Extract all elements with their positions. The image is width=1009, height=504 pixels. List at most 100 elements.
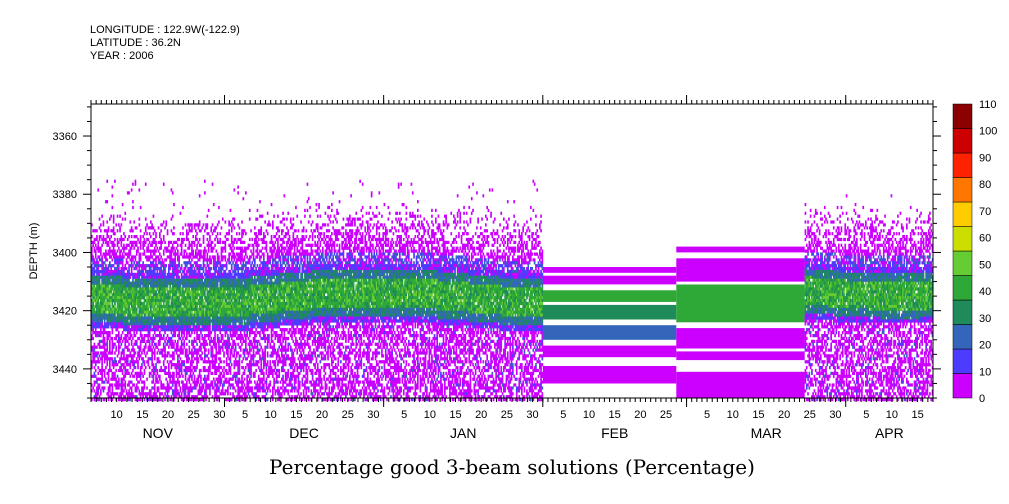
heatmap-cell bbox=[204, 281, 206, 285]
heatmap-cell bbox=[135, 357, 138, 361]
heatmap-cell bbox=[107, 278, 110, 282]
heatmap-cell bbox=[125, 363, 128, 367]
heatmap-cell bbox=[182, 363, 184, 367]
heatmap-cell bbox=[201, 301, 204, 306]
heatmap-cell bbox=[100, 235, 102, 239]
heatmap-cell bbox=[94, 278, 97, 282]
heatmap-cell bbox=[229, 357, 232, 361]
heatmap-cell bbox=[183, 267, 186, 271]
heatmap-cell bbox=[137, 293, 139, 297]
heatmap-cell bbox=[175, 325, 178, 329]
heatmap-cell bbox=[116, 284, 119, 288]
heatmap-cell bbox=[229, 316, 232, 320]
heatmap-cell bbox=[134, 328, 137, 332]
heatmap-cell bbox=[137, 371, 139, 376]
heatmap-cell bbox=[107, 398, 110, 402]
heatmap-cell bbox=[164, 272, 166, 277]
heatmap-cell bbox=[214, 296, 216, 300]
heatmap-cell bbox=[109, 386, 111, 390]
heatmap-cell bbox=[175, 299, 178, 303]
heatmap-cell bbox=[228, 252, 230, 256]
heatmap-cell bbox=[134, 235, 137, 239]
heatmap-cell bbox=[180, 331, 183, 335]
heatmap-cell bbox=[114, 301, 116, 306]
heatmap-cell bbox=[177, 301, 179, 306]
heatmap-cell bbox=[228, 275, 230, 279]
heatmap-cell bbox=[234, 269, 237, 274]
heatmap-cell bbox=[198, 255, 201, 259]
heatmap-cell bbox=[91, 258, 93, 262]
heatmap-cell bbox=[101, 269, 103, 274]
heatmap-cell bbox=[119, 304, 121, 309]
heatmap-cell bbox=[215, 351, 218, 355]
heatmap-cell bbox=[180, 304, 183, 309]
heatmap-cell bbox=[119, 360, 121, 364]
heatmap-cell bbox=[164, 269, 166, 274]
heatmap-cell bbox=[162, 281, 165, 285]
heatmap-cell bbox=[209, 267, 211, 271]
heatmap-cell bbox=[93, 389, 96, 393]
heatmap-cell bbox=[228, 368, 230, 373]
heatmap-cell bbox=[220, 284, 223, 288]
heatmap-cell bbox=[126, 319, 129, 323]
heatmap-cell bbox=[111, 258, 114, 262]
heatmap-cell bbox=[121, 325, 124, 329]
heatmap-cell bbox=[205, 313, 207, 317]
heatmap-cell bbox=[207, 310, 210, 314]
heatmap-cell bbox=[133, 331, 136, 335]
heatmap-cell bbox=[162, 325, 165, 329]
heatmap-cell bbox=[196, 395, 198, 399]
heatmap-cell bbox=[192, 287, 195, 291]
heatmap-cell bbox=[183, 368, 186, 373]
heatmap-cell bbox=[141, 264, 143, 268]
heatmap-cell bbox=[219, 322, 222, 326]
heatmap-cell bbox=[211, 307, 214, 312]
heatmap-cell bbox=[192, 339, 195, 344]
heatmap-cell bbox=[138, 371, 141, 376]
heatmap-cell bbox=[218, 275, 220, 279]
heatmap-cell bbox=[132, 182, 134, 186]
heatmap-cell bbox=[232, 331, 234, 335]
heatmap-cell bbox=[137, 374, 139, 378]
heatmap-cell bbox=[124, 301, 127, 306]
heatmap-cell bbox=[196, 272, 198, 277]
heatmap-cell bbox=[214, 258, 216, 262]
heatmap-cell bbox=[229, 272, 232, 277]
heatmap-cell bbox=[119, 281, 121, 285]
heatmap-cell bbox=[211, 301, 214, 306]
heatmap-cell bbox=[137, 269, 139, 274]
heatmap-cell bbox=[170, 264, 173, 268]
heatmap-cell bbox=[196, 331, 198, 335]
heatmap-cell bbox=[193, 351, 196, 355]
heatmap-cell bbox=[165, 301, 168, 306]
heatmap-cell bbox=[156, 296, 159, 300]
heatmap-cell bbox=[153, 319, 156, 323]
heatmap-cell bbox=[128, 293, 130, 297]
heatmap-cell bbox=[197, 310, 200, 314]
heatmap-cell bbox=[229, 398, 232, 402]
heatmap-cell bbox=[164, 371, 166, 376]
heatmap-cell bbox=[135, 319, 138, 323]
heatmap-cell bbox=[195, 357, 197, 361]
heatmap-cell bbox=[150, 371, 152, 376]
heatmap-cell bbox=[186, 255, 188, 259]
heatmap-cell bbox=[232, 269, 234, 274]
heatmap-cell bbox=[179, 301, 182, 306]
heatmap-cell bbox=[191, 328, 193, 332]
heatmap-cell bbox=[189, 313, 192, 317]
heatmap-cell bbox=[243, 354, 246, 358]
heatmap-cell bbox=[144, 278, 147, 282]
heatmap-cell bbox=[133, 284, 136, 288]
heatmap-cell bbox=[205, 269, 207, 274]
heatmap-cell bbox=[241, 220, 243, 224]
heatmap-cell bbox=[200, 398, 202, 402]
heatmap-cell bbox=[135, 377, 138, 381]
heatmap-cell bbox=[103, 339, 106, 344]
heatmap-cell bbox=[186, 229, 188, 233]
heatmap-cell bbox=[107, 243, 110, 247]
heatmap-cell bbox=[201, 310, 204, 314]
heatmap-cell bbox=[115, 287, 118, 291]
heatmap-cell bbox=[150, 319, 152, 323]
heatmap-cell bbox=[121, 380, 124, 384]
heatmap-cell bbox=[171, 304, 174, 309]
